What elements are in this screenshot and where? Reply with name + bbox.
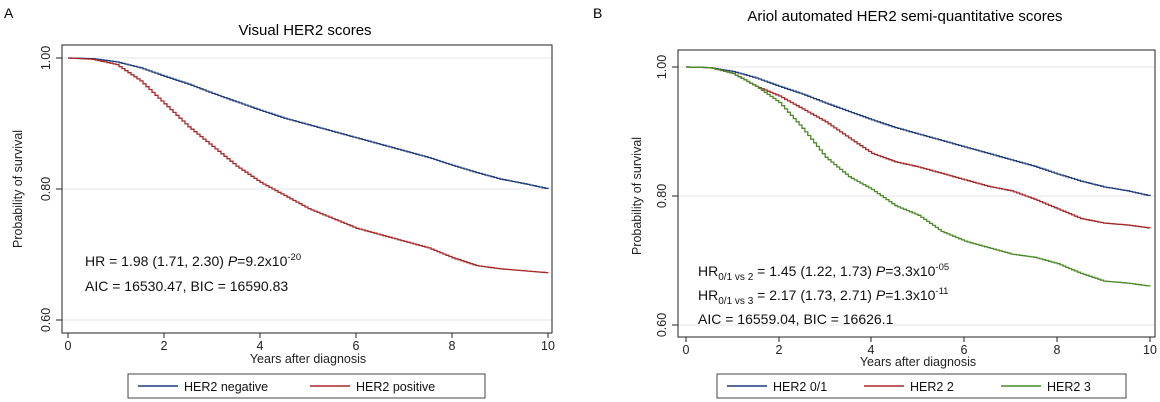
panel-b-xtick-label: 2	[776, 343, 783, 357]
panel-a-xtick-label: 4	[257, 339, 264, 353]
panel-b-xtick-label: 4	[868, 343, 875, 357]
panel-a-ytick-label: 1.00	[39, 46, 53, 70]
panel-a-x-axis: 0 2 4 6 8 10 Years after diagnosis	[65, 333, 555, 366]
panel-b-legend-box	[716, 373, 1127, 399]
panel-b-legend-label-her2-3: HER2 3	[1047, 380, 1091, 394]
panel-b-series-her2-2-line	[686, 66, 1151, 229]
panel-a-legend: HER2 negative HER2 positive	[127, 373, 486, 399]
panel-b-hr-0-1-vs-3-annotation: HR0/1 vs 3 = 2.17 (1.73, 2.71) P=1.3x10-…	[698, 286, 948, 307]
panel-b-xtick-label: 0	[683, 343, 690, 357]
panel-a-series-her2-positive-line	[68, 57, 549, 274]
panel-a-legend-box	[127, 373, 486, 399]
panel-a-aic-bic-annotation: AIC = 16530.47, BIC = 16590.83	[85, 278, 288, 294]
panel-b-aic-bic-annotation: AIC = 16559.04, BIC = 16626.1	[698, 311, 894, 327]
panel-b-plot-frame	[677, 49, 1156, 338]
panel-a-legend-label-her2-negative: HER2 negative	[184, 380, 268, 394]
panel-b-legend-label-her2-0-1: HER2 0/1	[773, 380, 827, 394]
panel-a-xtick-label: 6	[353, 339, 360, 353]
panel-a-xtick-label: 8	[449, 339, 456, 353]
panel-a-title: Visual HER2 scores	[238, 22, 371, 39]
panel-b-series-her2-3-line	[686, 66, 1151, 287]
panel-a-y-axis-label: Probability of survival	[11, 130, 25, 248]
panel-a-letter: A	[4, 5, 14, 21]
panel-b-ytick-label: 0.80	[655, 184, 669, 208]
panel-a-ytick-label: 0.80	[39, 177, 53, 201]
panel-b-xtick-label: 8	[1054, 343, 1061, 357]
panel-b-ytick-label: 1.00	[655, 55, 669, 79]
panel-b-letter: B	[593, 5, 602, 21]
panel-a: A Visual HER2 scores 1.00 0.80 0.60 Prob…	[4, 5, 555, 399]
panel-b-y-axis: 1.00 0.80 0.60 Probability of survival	[630, 55, 678, 337]
panel-b-legend: HER2 0/1 HER2 2 HER2 3	[716, 373, 1127, 399]
panel-a-series-her2-negative-line	[68, 57, 549, 189]
panel-b-legend-label-her2-2: HER2 2	[910, 380, 954, 394]
panel-b-x-axis: 0 2 4 6 8 10 Years after diagnosis	[683, 337, 1157, 369]
panel-b-ytick-label: 0.60	[655, 313, 669, 337]
panel-a-legend-label-her2-positive: HER2 positive	[356, 380, 435, 394]
panel-a-hr-annotation: HR = 1.98 (1.71, 2.30) P=9.2x10-20	[85, 252, 301, 269]
panel-a-y-axis: 1.00 0.80 0.60 Probability of survival	[11, 46, 62, 332]
panel-b-hr-0-1-vs-2-annotation: HR0/1 vs 2 = 1.45 (1.22, 1.73) P=3.3x10-…	[698, 262, 949, 283]
panel-b-x-axis-label: Years after diagnosis	[860, 355, 976, 369]
panel-b-y-axis-label: Probability of survival	[630, 137, 644, 255]
panel-a-ytick-label: 0.60	[39, 308, 53, 332]
panel-a-xtick-label: 10	[541, 339, 555, 353]
panel-b-title: Ariol automated HER2 semi-quantitative s…	[747, 8, 1062, 25]
panel-b-series-her2-0-1-line	[686, 66, 1151, 197]
panel-a-x-axis-label: Years after diagnosis	[250, 352, 366, 366]
panel-b: B Ariol automated HER2 semi-quantitative…	[593, 5, 1157, 399]
panel-b-xtick-label: 10	[1143, 343, 1157, 357]
panel-b-xtick-label: 6	[961, 343, 968, 357]
panel-a-xtick-label: 2	[161, 339, 168, 353]
panel-a-xtick-label: 0	[65, 339, 72, 353]
